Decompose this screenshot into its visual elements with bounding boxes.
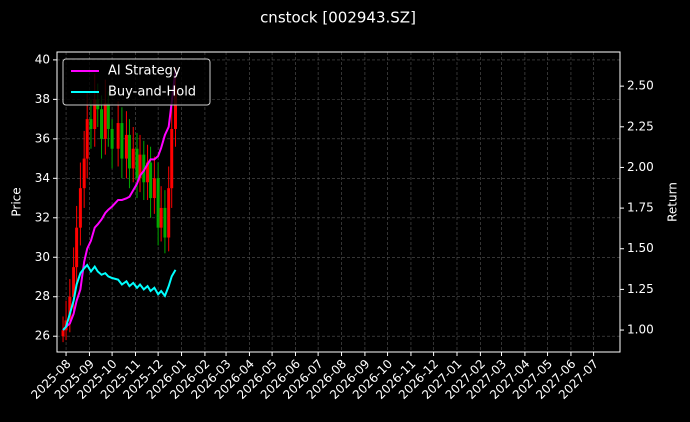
candle-body (167, 188, 171, 238)
y2-tick-label: 1.50 (627, 241, 654, 255)
candle-body (89, 119, 93, 129)
candle-body (103, 103, 107, 139)
candle-body (61, 330, 65, 337)
y2-tick-label: 2.25 (627, 119, 654, 133)
plot-frame (56, 51, 621, 353)
y-tick-label: 34 (35, 171, 50, 185)
legend-box (62, 58, 211, 106)
candle-body (116, 123, 120, 149)
legend-label: Buy-and-Hold (108, 85, 196, 100)
candle-body (159, 207, 163, 228)
candle-body (78, 188, 82, 228)
return-line (62, 69, 177, 331)
return-line (62, 263, 177, 331)
y2-tick-label: 1.25 (627, 282, 654, 296)
candle-body (72, 267, 76, 297)
legend-label: AI Strategy (108, 64, 181, 79)
candle-body (149, 162, 153, 199)
candle-body (110, 128, 114, 149)
y-tick-label: 26 (35, 329, 50, 343)
y-tick-label: 32 (35, 210, 50, 224)
candle-body (156, 178, 160, 228)
y-tick-label: 28 (35, 289, 50, 303)
candle-body (93, 99, 97, 129)
y2-axis-label: Return (666, 182, 680, 222)
chart-title: cnstock [002943.SZ] (260, 9, 416, 27)
y-tick-label: 38 (35, 92, 50, 106)
candle-body (68, 296, 72, 321)
y2-tick-label: 2.50 (627, 79, 654, 93)
candle-body (142, 154, 146, 183)
candle-body (82, 158, 86, 189)
y2-tick-label: 1.00 (627, 323, 654, 337)
candle-body (135, 148, 139, 179)
y2-tick-label: 1.75 (627, 201, 654, 215)
candle-body (127, 134, 131, 169)
candle-body (173, 89, 177, 129)
y2-tick-label: 2.00 (627, 160, 654, 174)
candle-body (120, 123, 124, 159)
candle-body (75, 227, 79, 268)
candle-body (163, 207, 167, 238)
y-axis-label: Price (10, 187, 24, 216)
candle-body (124, 134, 128, 159)
candle-body (138, 154, 142, 179)
candle-body (131, 148, 135, 169)
candle-body (146, 162, 150, 183)
candle-body (100, 109, 104, 139)
candle-body (85, 119, 89, 159)
y-tick-label: 36 (35, 131, 50, 145)
y-tick-label: 40 (35, 52, 50, 66)
candle-body (170, 128, 174, 189)
candle-body (106, 103, 110, 129)
candle-body (152, 178, 156, 199)
y-tick-label: 30 (35, 250, 50, 264)
